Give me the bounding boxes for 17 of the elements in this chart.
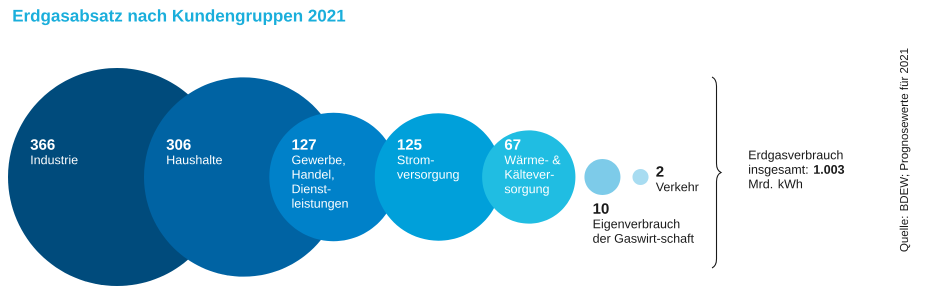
data-label: 2: [656, 166, 664, 177]
data-label: 10: [594, 203, 609, 214]
text: Erdgasabsatz nach Kundengruppen 2021: [13, 9, 346, 26]
category-label: Wärme- & Kältever-sorgung: [504, 156, 560, 196]
category-label: Eigenverbrauch der Gaswirt-schaft: [593, 219, 694, 243]
source-note: Quelle: BDEW; Prognosewerte für 2021: [900, 48, 910, 252]
text: Erdgasverbrauch insgesamt: 1.003 Mrd. kWh: [749, 150, 844, 188]
data-label: 127: [292, 139, 316, 150]
category-label: Verkehr: [656, 182, 699, 192]
category-label: Strom-versorgung: [397, 155, 459, 182]
data-label: 125: [398, 139, 422, 150]
data-label: 67: [504, 139, 520, 150]
category-label: Gewerbe, Handel, Dienst-leistungen: [292, 155, 348, 210]
data-label: 366: [30, 139, 55, 150]
category-label: Industrie: [31, 155, 78, 164]
category-label: Haushalte: [167, 155, 222, 164]
data-label: 306: [166, 139, 191, 150]
